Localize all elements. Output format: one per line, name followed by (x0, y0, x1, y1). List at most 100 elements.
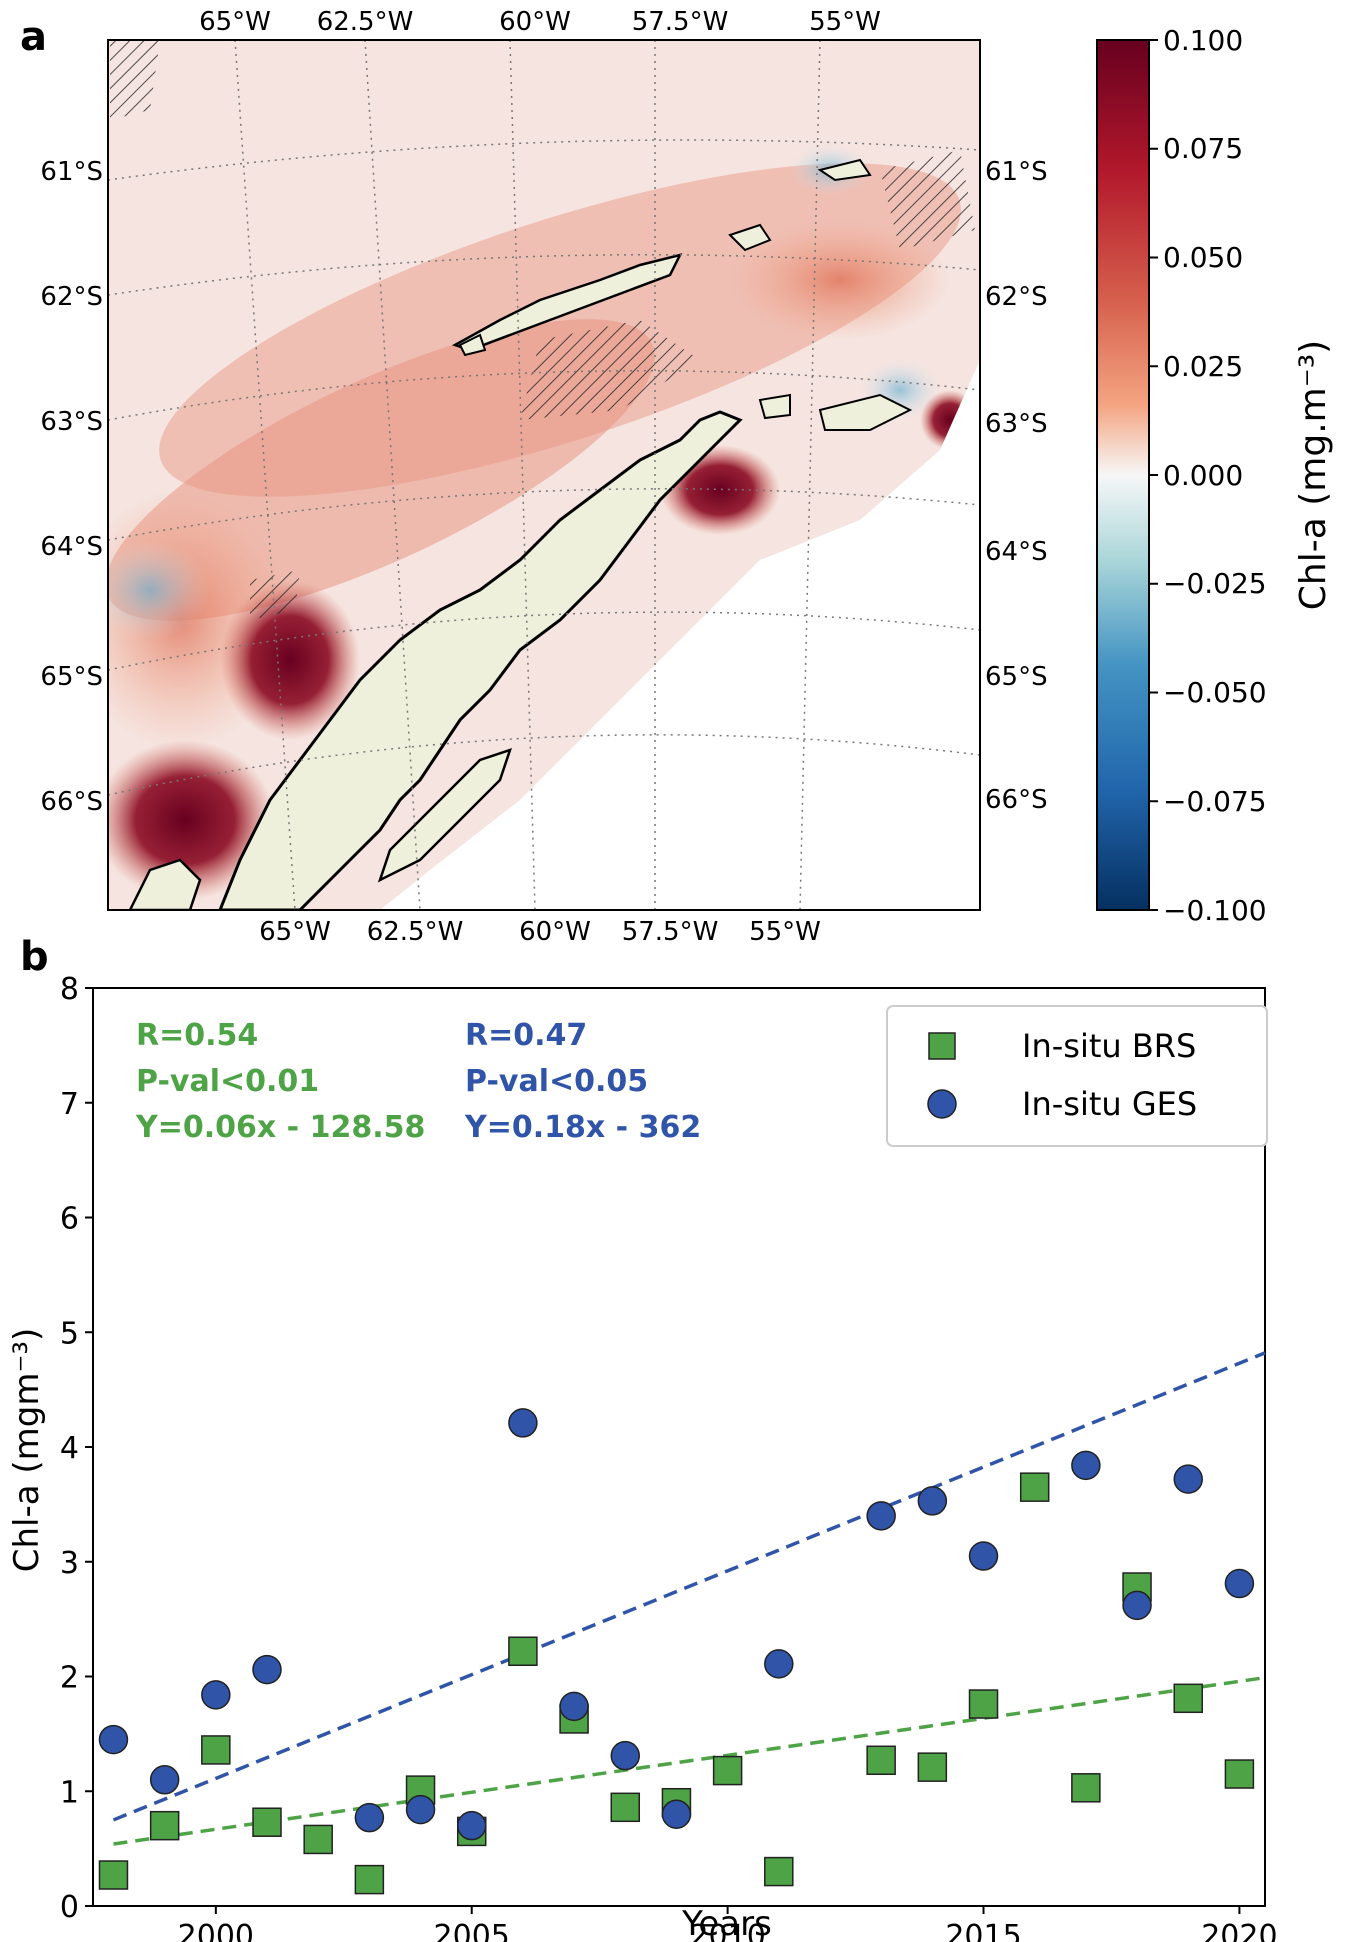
trend-line-ges (112, 1351, 1266, 1822)
data-point-brs (354, 1864, 385, 1895)
data-point-ges (252, 1654, 282, 1685)
map-lat-label: 62°S (40, 282, 103, 312)
map-frame (107, 39, 981, 911)
legend-box (886, 1005, 1268, 1147)
data-point-ges (559, 1691, 589, 1722)
stat-brs-eq: Y=0.06x - 128.58 (135, 1110, 425, 1145)
data-point-ges (764, 1649, 794, 1679)
map-lat-label: 66°S (40, 787, 103, 817)
map-lon-label: 57.5°W (622, 917, 719, 947)
y-tick-label: 8 (60, 972, 79, 1007)
data-point-brs (610, 1792, 641, 1823)
map-significance-hatch (520, 320, 700, 420)
map-lon-label: 55°W (749, 917, 821, 947)
map-lon-label: 65°W (259, 917, 331, 947)
colorbar-tick-label: −0.075 (1163, 785, 1267, 818)
trend-line-brs (113, 1675, 1266, 1846)
colorbar-tick-label: −0.100 (1163, 894, 1267, 927)
data-point-ges (1071, 1450, 1101, 1481)
data-point-brs (98, 1860, 129, 1890)
legend-marker-ges (927, 1089, 957, 1119)
data-point-brs (712, 1755, 743, 1786)
x-tick-label: 2010 (689, 1919, 765, 1942)
x-tick-label: 2015 (945, 1919, 1021, 1942)
map-lat-labels-right: 61°S 62°S 63°S 64°S 65°S 66°S (985, 157, 1048, 815)
legend-label-brs: In-situ BRS (1022, 1027, 1196, 1065)
y-tick-label: 0 (60, 1890, 79, 1925)
data-point-ges (610, 1740, 641, 1771)
map-significance-hatch (880, 150, 975, 250)
colorbar (1096, 39, 1150, 911)
legend: In-situ BRS In-situ GES (886, 1005, 1268, 1147)
map-graticule (108, 40, 980, 910)
data-point-brs (201, 1735, 231, 1765)
stat-ges-eq: Y=0.18x - 362 (464, 1110, 701, 1145)
map-panel (108, 40, 980, 910)
map-significance-hatch (110, 40, 160, 120)
legend-label-ges: In-situ GES (1022, 1085, 1197, 1123)
colorbar-tick-label: 0.000 (1163, 459, 1243, 492)
data-point-ges (405, 1794, 436, 1825)
colorbar-tick-label: 0.025 (1163, 350, 1243, 383)
panel-a-label: a (20, 14, 47, 60)
map-nodata-region (380, 360, 980, 910)
stat-ges-p: P-val<0.05 (465, 1064, 648, 1099)
colorbar-tick-label: 0.075 (1163, 132, 1243, 165)
colorbar-label: Chl-a (mg.m⁻³) (1293, 340, 1334, 610)
map-lon-labels-top: 65°W 62.5°W 60°W 57.5°W 55°W (199, 7, 881, 37)
stat-ges-r: R=0.47 (465, 1018, 587, 1053)
map-lat-label: 61°S (40, 157, 103, 187)
x-axis-label: Years (681, 1904, 772, 1942)
map-land-island (758, 393, 791, 420)
map-land-island (818, 393, 913, 431)
data-point-ges (201, 1680, 231, 1710)
data-point-brs (1173, 1683, 1203, 1714)
colorbar-tick-label: 0.050 (1163, 241, 1243, 274)
data-point-brs (1071, 1773, 1101, 1803)
data-point-ges (354, 1802, 385, 1833)
map-lat-label: 65°S (40, 662, 103, 692)
data-point-ges (1122, 1590, 1152, 1621)
data-point-ges (968, 1541, 999, 1571)
map-lon-label: 55°W (809, 7, 881, 37)
data-point-brs (303, 1824, 333, 1855)
scatter-chart: 2000 2005 2010 2015 2020 0 1 2 3 4 5 6 7 8 (60, 972, 1278, 1942)
y-tick-label: 2 (60, 1661, 79, 1696)
data-point-ges (1224, 1568, 1255, 1599)
data-point-brs (764, 1856, 794, 1887)
data-point-brs (1224, 1759, 1255, 1789)
map-land-island (817, 158, 872, 182)
data-point-ges (866, 1501, 896, 1531)
data-point-brs (866, 1745, 896, 1776)
map-hotspot (220, 580, 360, 740)
data-point-ges (98, 1724, 129, 1755)
y-axis-label: Chl-a (mgm⁻³) (7, 1328, 47, 1573)
map-land-island (728, 223, 772, 252)
map-land-coast-south (377, 748, 512, 883)
colorbar-tick: 0.050 (1149, 241, 1243, 274)
colorbar-tick-label: −0.050 (1163, 676, 1267, 709)
colorbar-tick: 0.000 (1149, 459, 1243, 492)
colorbar-tick-label: 0.100 (1163, 24, 1243, 57)
map-lat-label: 64°S (40, 532, 103, 562)
data-point-brs (149, 1810, 180, 1841)
map-lat-label: 61°S (985, 157, 1048, 187)
map-land-peninsula (218, 410, 743, 910)
map-lon-labels-bottom: 65°W 62.5°W 60°W 57.5°W 55°W (259, 917, 821, 947)
y-tick-label: 4 (60, 1431, 79, 1466)
map-lon-label: 60°W (499, 7, 571, 37)
map-lat-label: 63°S (40, 407, 103, 437)
map-land-island (128, 858, 202, 910)
map-anomaly-cool (108, 540, 210, 640)
colorbar-ticks: 0.100 0.075 0.050 0.025 0.000 −0.025 −0.… (1149, 24, 1267, 927)
map-lat-label: 65°S (985, 662, 1048, 692)
x-tick-label: 2020 (1201, 1919, 1277, 1942)
data-point-ges (1173, 1464, 1203, 1494)
map-lat-label: 62°S (985, 282, 1048, 312)
map-lon-label: 57.5°W (632, 7, 729, 37)
colorbar-tick: 0.025 (1149, 350, 1243, 383)
y-tick-label: 1 (60, 1775, 79, 1810)
map-lon-label: 60°W (519, 917, 591, 947)
map-anomaly-warm (730, 220, 950, 340)
data-point-ges (917, 1486, 948, 1516)
